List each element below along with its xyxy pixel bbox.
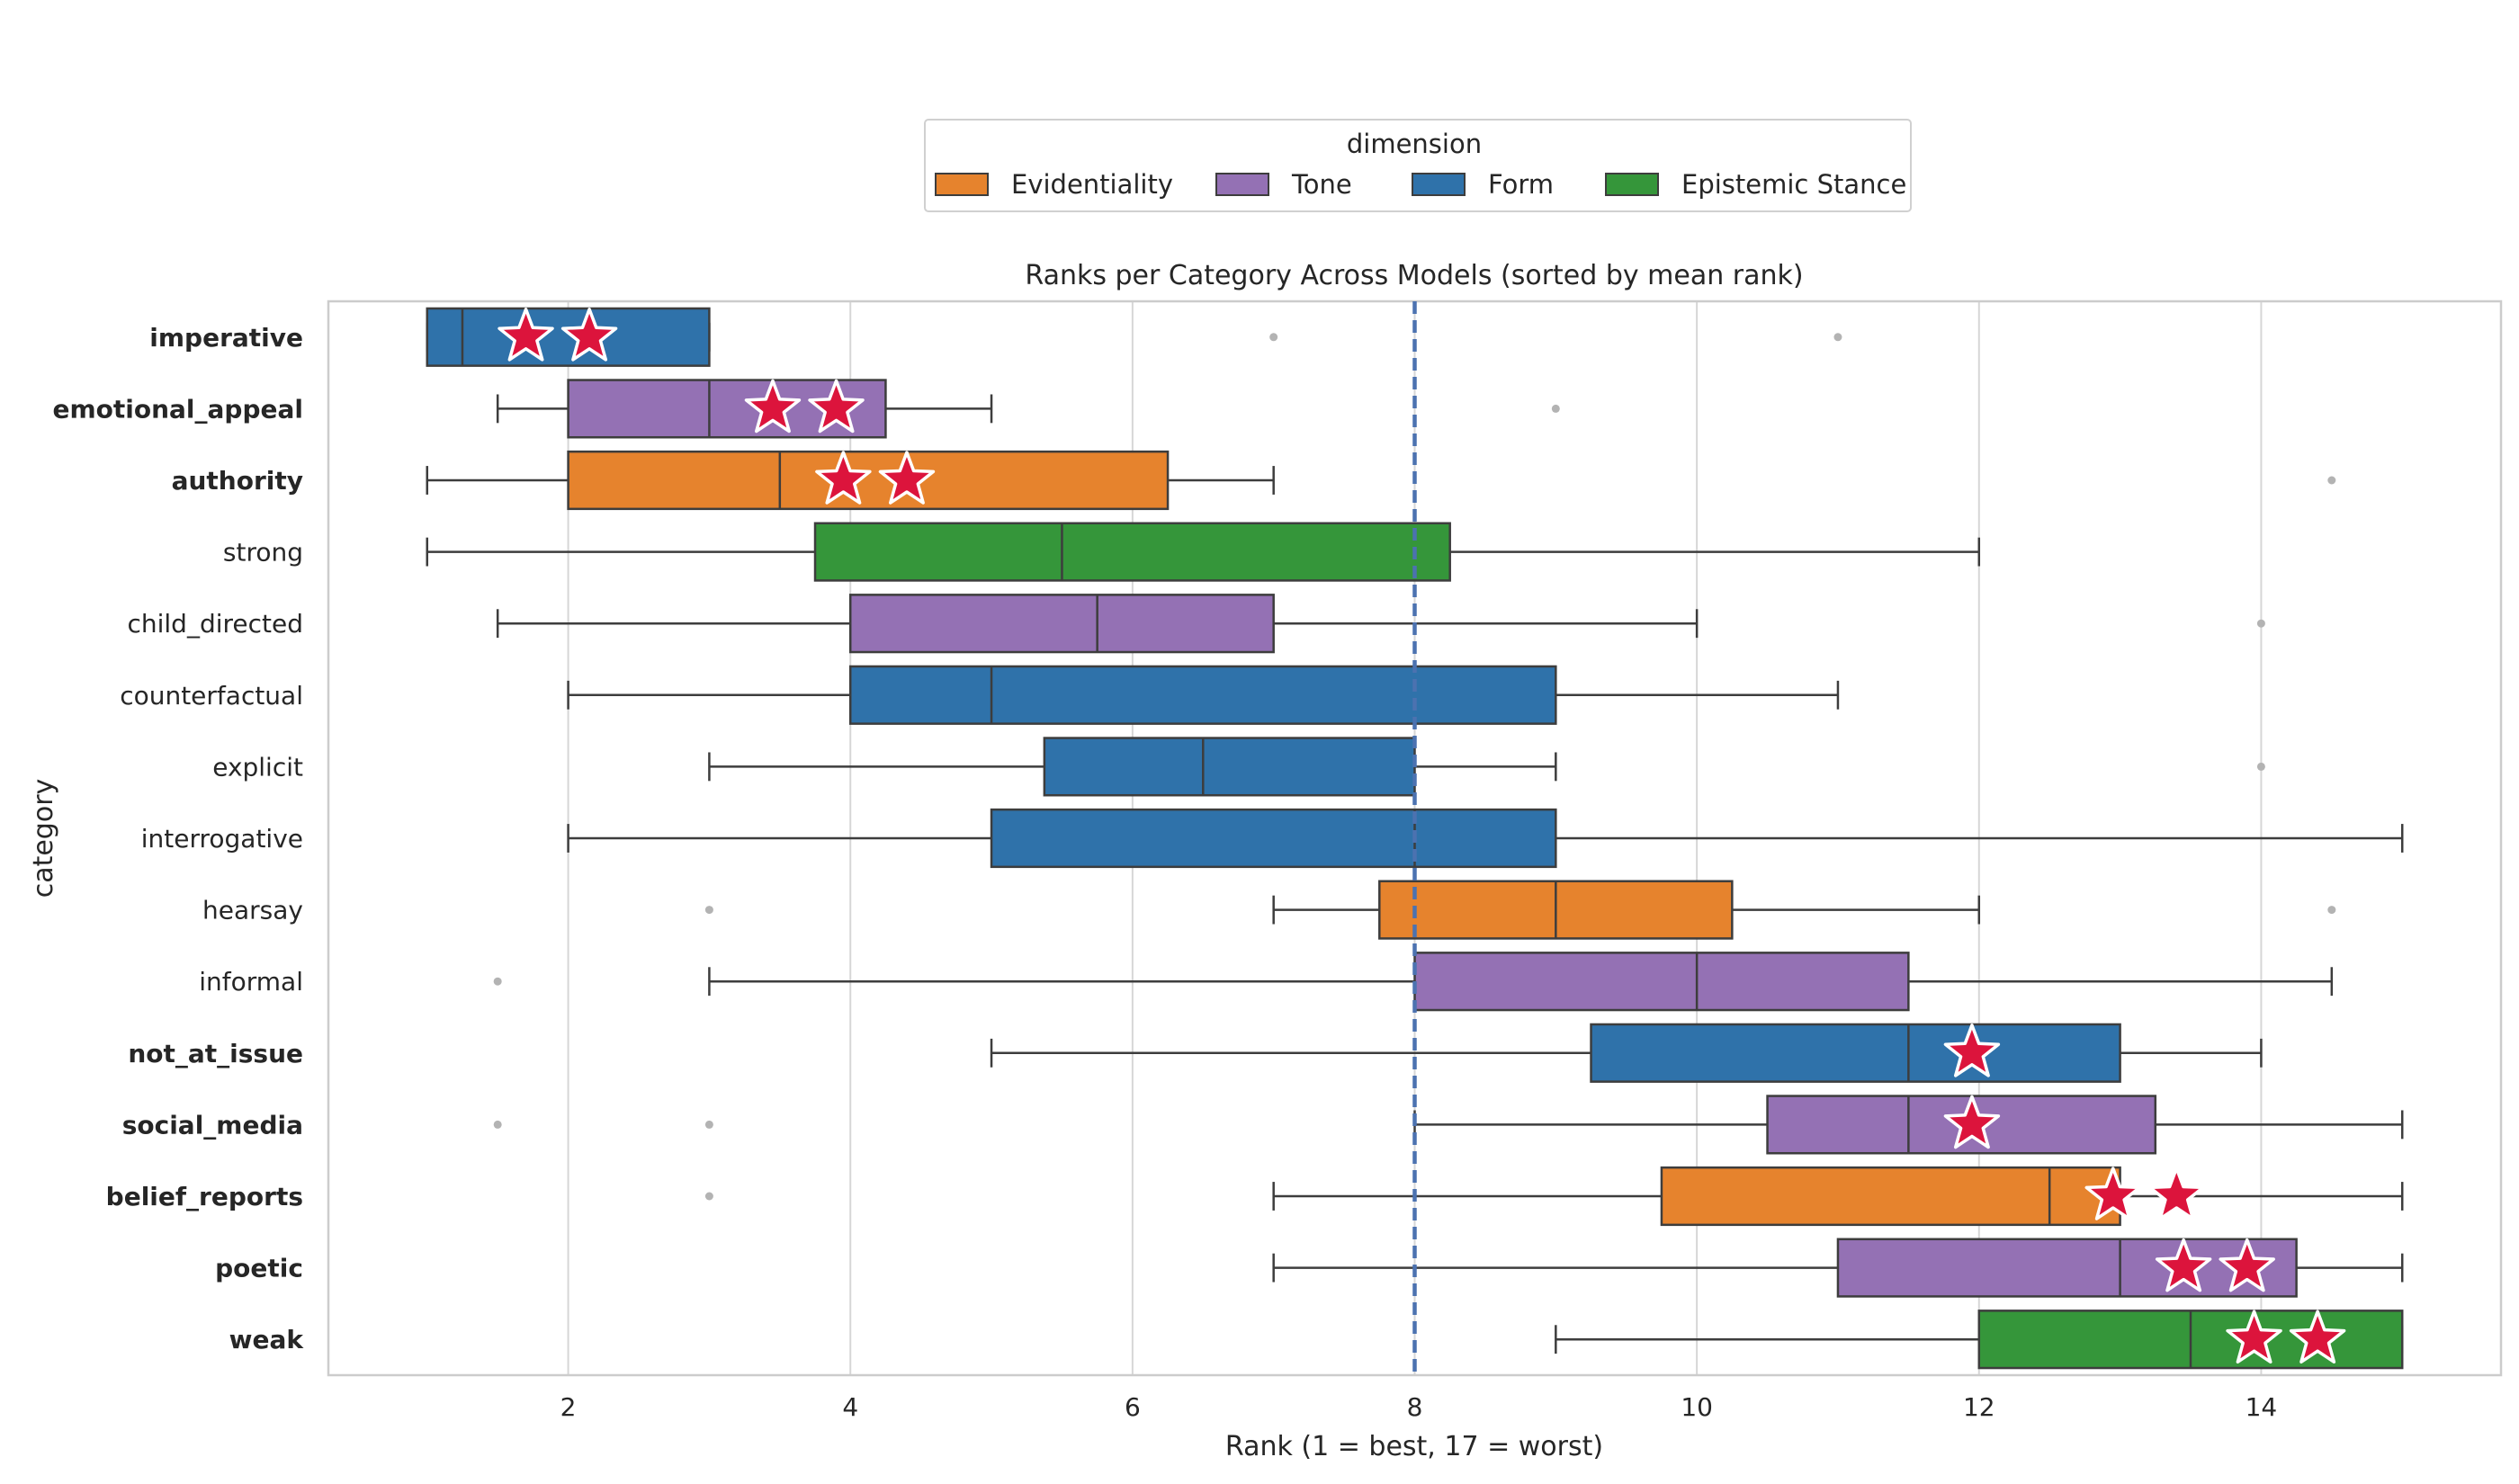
box-explicit — [708, 737, 1557, 797]
y-tick-label-explicit: explicit — [212, 752, 303, 782]
box-counterfactual — [567, 665, 1840, 725]
star-marker-weak-0 — [2226, 1310, 2282, 1364]
star-marker-belief-reports-0 — [2084, 1167, 2141, 1220]
iqr-box-interrogative — [990, 808, 1557, 869]
legend-swatch-epistemic-stance — [1605, 173, 1659, 196]
outlier-point-explicit-0 — [2256, 762, 2265, 771]
star-marker-not-at-issue-0 — [1943, 1024, 2001, 1077]
star-marker-weak-1 — [2289, 1310, 2346, 1364]
y-axis-label: category — [28, 779, 59, 898]
y-tick-label-interrogative: interrogative — [141, 824, 303, 854]
iqr-box-counterfactual — [848, 665, 1557, 725]
outlier-point-imperative-0 — [1269, 333, 1278, 342]
x-tick-label-2: 2 — [560, 1392, 577, 1422]
outlier-point-hearsay-0 — [704, 906, 713, 915]
star-markers — [498, 308, 2346, 1364]
y-tick-label-imperative: imperative — [149, 323, 303, 353]
y-tick-label-weak: weak — [229, 1325, 305, 1354]
outlier-point-imperative-1 — [1833, 333, 1842, 342]
legend-entries: Evidentiality Tone Form Epistemic Stance — [935, 169, 1906, 200]
legend-swatch-evidentiality — [935, 173, 989, 196]
iqr-box-child-directed — [848, 594, 1275, 654]
x-tick-label-4: 4 — [842, 1392, 858, 1422]
star-marker-emotional-appeal-0 — [744, 379, 802, 434]
iqr-box-strong — [813, 522, 1451, 582]
x-tick-label-8: 8 — [1407, 1392, 1423, 1422]
iqr-box-informal — [1413, 952, 1910, 1012]
legend-label-evidentiality: Evidentiality — [1011, 169, 1173, 200]
outlier-point-authority-0 — [2327, 476, 2336, 485]
legend-label-tone: Tone — [1291, 169, 1352, 200]
box-interrogative — [567, 808, 2404, 869]
star-marker-imperative-0 — [498, 308, 554, 362]
box-imperative — [426, 307, 711, 367]
x-axis-label: Rank (1 = best, 17 = worst) — [1225, 1431, 1603, 1462]
x-tick-label-10: 10 — [1681, 1392, 1713, 1422]
y-tick-label-child-directed: child_directed — [127, 609, 303, 639]
star-marker-authority-0 — [815, 451, 872, 505]
y-tick-label-social-media: social_media — [122, 1110, 303, 1140]
box-authority — [426, 450, 1275, 511]
chart-title: Ranks per Category Across Models (sorted… — [1025, 260, 1803, 291]
box-hearsay — [1272, 880, 1981, 940]
x-tick-label-6: 6 — [1125, 1392, 1141, 1422]
iqr-box-not-at-issue — [1590, 1023, 2121, 1083]
x-tick-label-14: 14 — [2246, 1392, 2278, 1422]
star-marker-poetic-0 — [2155, 1238, 2212, 1292]
y-tick-label-hearsay: hearsay — [202, 896, 303, 925]
y-tick-label-poetic: poetic — [215, 1254, 303, 1283]
y-axis-ticks: imperative emotional_appeal authority stron… — [52, 323, 304, 1354]
outlier-point-belief-reports-0 — [704, 1192, 713, 1201]
iqr-box-authority — [567, 450, 1170, 511]
legend: dimension Evidentiality Tone Form Epistemic… — [924, 119, 1912, 212]
box-poetic — [1272, 1238, 2404, 1298]
star-marker-social-media-0 — [1943, 1095, 2001, 1149]
outlier-point-hearsay-1 — [2327, 906, 2336, 915]
x-axis-ticks: 2 4 6 8 10 12 14 — [560, 1392, 2278, 1422]
y-tick-label-informal: informal — [199, 967, 303, 997]
box-belief-reports — [1272, 1166, 2404, 1227]
outlier-points — [493, 333, 2336, 1201]
outlier-point-child-directed-0 — [2256, 619, 2265, 628]
iqr-box-poetic — [1836, 1238, 2298, 1298]
y-tick-label-emotional-appeal: emotional_appeal — [52, 394, 303, 424]
y-tick-label-not-at-issue: not_at_issue — [128, 1039, 303, 1068]
iqr-box-imperative — [426, 307, 711, 367]
legend-title: dimension — [1347, 129, 1482, 159]
star-marker-poetic-1 — [2219, 1238, 2275, 1292]
x-tick-label-12: 12 — [1963, 1392, 1995, 1422]
y-tick-label-belief-reports: belief_reports — [106, 1182, 303, 1211]
star-marker-authority-1 — [878, 451, 936, 505]
star-marker-emotional-appeal-1 — [808, 379, 865, 434]
y-tick-label-authority: authority — [172, 466, 303, 496]
legend-swatch-form — [1412, 173, 1466, 196]
outlier-point-social-media-1 — [704, 1120, 713, 1129]
iqr-box-belief-reports — [1660, 1166, 2121, 1227]
legend-swatch-tone — [1215, 173, 1269, 196]
outlier-point-informal-0 — [493, 977, 502, 986]
box-informal — [708, 952, 2334, 1012]
legend-label-epistemic-stance: Epistemic Stance — [1681, 169, 1906, 200]
outlier-point-emotional-appeal-0 — [1551, 404, 1560, 413]
box-not-at-issue — [990, 1023, 2263, 1083]
y-tick-label-strong: strong — [223, 538, 303, 568]
legend-label-form: Form — [1488, 169, 1554, 200]
box-strong — [426, 522, 1981, 582]
star-marker-imperative-1 — [560, 308, 618, 362]
plot-area: 2 4 6 8 10 12 14 imperative emotional_appealaut… — [52, 299, 2503, 1422]
iqr-box-explicit — [1043, 737, 1416, 797]
outlier-point-social-media-0 — [493, 1120, 502, 1129]
legend-frame — [924, 119, 1912, 212]
y-tick-label-counterfactual: counterfactual — [120, 681, 303, 711]
box-child-directed — [496, 594, 1699, 654]
star-marker-belief-reports-1 — [2148, 1167, 2205, 1220]
